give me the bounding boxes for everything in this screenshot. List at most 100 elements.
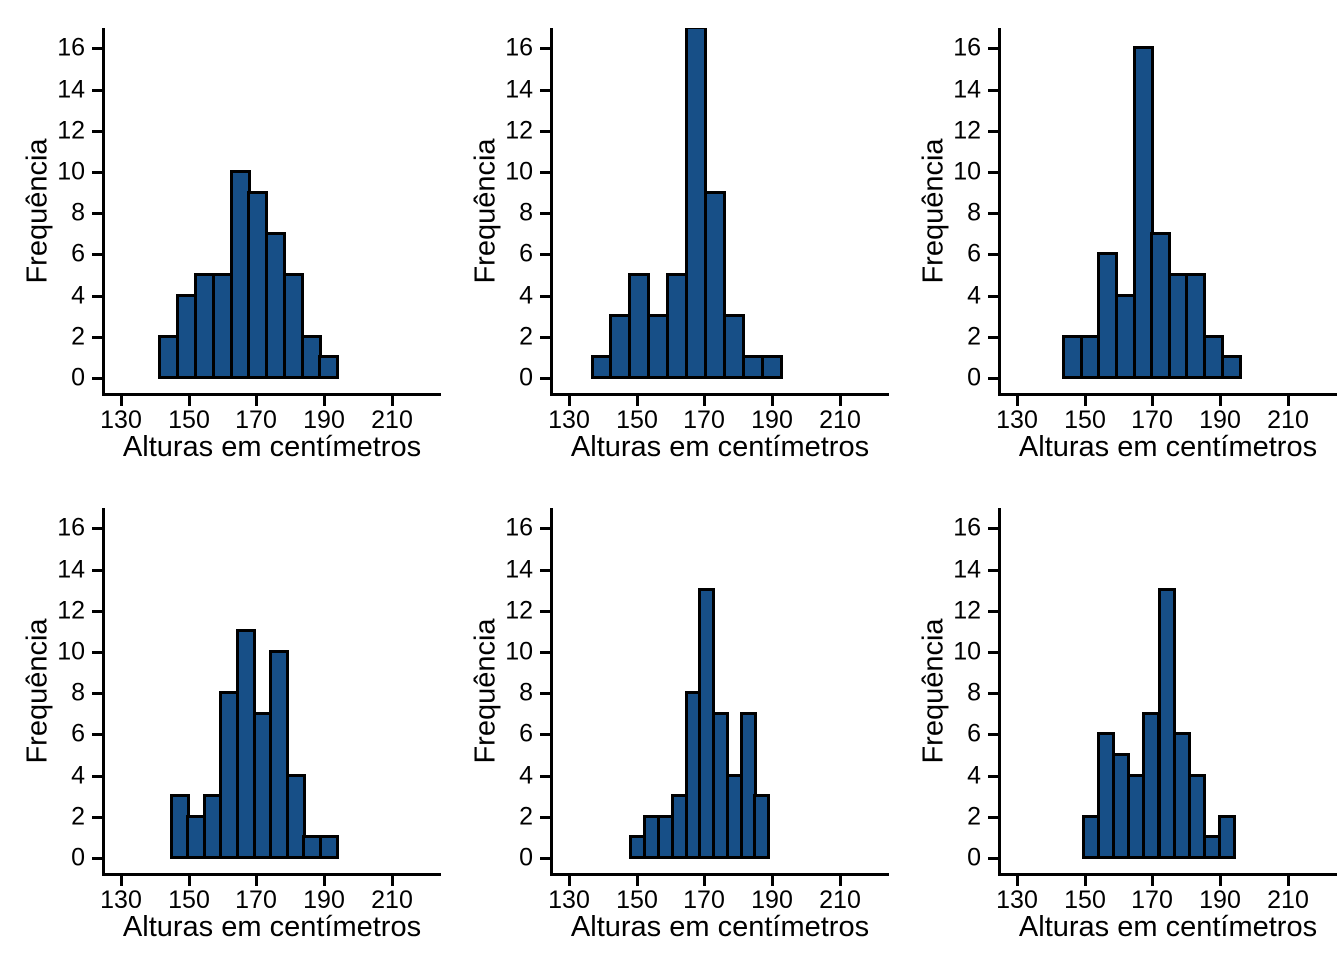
y-tick-mark bbox=[92, 253, 102, 256]
y-tick-mark bbox=[988, 89, 998, 92]
bars-layer bbox=[105, 508, 441, 873]
x-tick-mark bbox=[391, 876, 394, 886]
y-tick-mark bbox=[92, 89, 102, 92]
y-tick-label: 16 bbox=[57, 33, 85, 62]
histogram-bar bbox=[704, 191, 726, 379]
y-axis-title: Frequência bbox=[469, 618, 502, 764]
y-tick-mark bbox=[92, 171, 102, 174]
y-axis-line bbox=[102, 508, 105, 876]
y-tick-mark bbox=[540, 692, 550, 695]
y-tick-mark bbox=[540, 816, 550, 819]
y-tick-label: 14 bbox=[953, 555, 981, 584]
x-tick-mark bbox=[636, 396, 639, 406]
y-axis-line bbox=[550, 508, 553, 876]
y-tick-label: 10 bbox=[953, 637, 981, 666]
y-tick-mark bbox=[988, 775, 998, 778]
y-tick-label: 2 bbox=[967, 802, 981, 831]
x-tick-mark bbox=[1151, 396, 1154, 406]
x-axis-title: Alturas em centímetros bbox=[570, 911, 870, 943]
y-tick-mark bbox=[92, 857, 102, 860]
x-axis-line bbox=[550, 393, 889, 396]
bars-layer bbox=[1001, 28, 1337, 393]
y-tick-label: 0 bbox=[519, 843, 533, 872]
bars-layer bbox=[1001, 508, 1337, 873]
x-tick-label: 170 bbox=[235, 886, 277, 914]
y-tick-label: 2 bbox=[519, 802, 533, 831]
y-tick-label: 6 bbox=[519, 239, 533, 268]
x-tick-mark bbox=[568, 876, 571, 886]
bars-layer bbox=[105, 28, 441, 393]
x-tick-mark bbox=[839, 876, 842, 886]
y-tick-mark bbox=[92, 816, 102, 819]
y-tick-label: 10 bbox=[953, 157, 981, 186]
x-tick-mark bbox=[568, 396, 571, 406]
histogram-bar bbox=[1221, 355, 1242, 379]
x-tick-mark bbox=[771, 876, 774, 886]
x-tick-mark bbox=[703, 876, 706, 886]
y-tick-mark bbox=[92, 733, 102, 736]
y-tick-mark bbox=[540, 651, 550, 654]
y-tick-label: 12 bbox=[953, 116, 981, 145]
x-tick-label: 190 bbox=[303, 406, 345, 434]
y-axis-title: Frequência bbox=[917, 138, 950, 284]
x-tick-label: 150 bbox=[168, 406, 210, 434]
y-tick-mark bbox=[988, 47, 998, 50]
x-axis-title: Alturas em centímetros bbox=[570, 431, 870, 463]
x-tick-label: 130 bbox=[100, 886, 142, 914]
y-tick-mark bbox=[988, 212, 998, 215]
y-tick-label: 10 bbox=[505, 637, 533, 666]
y-tick-mark bbox=[988, 816, 998, 819]
x-tick-label: 130 bbox=[996, 406, 1038, 434]
histogram-panel-1: 130 150 170 190 210 0 2 4 6 8 10 12 14 16 Alturas em c… bbox=[0, 0, 448, 480]
x-tick-label: 130 bbox=[548, 406, 590, 434]
y-tick-label: 4 bbox=[967, 761, 981, 790]
histogram-panel-5: 130 150 170 190 210 0 2 4 6 8 10 12 14 16 Alturas em c… bbox=[448, 480, 896, 960]
y-tick-label: 2 bbox=[967, 322, 981, 351]
histogram-panel-4: 130 150 170 190 210 0 2 4 6 8 10 12 14 16 Alturas em c… bbox=[0, 480, 448, 960]
y-tick-mark bbox=[92, 377, 102, 380]
x-tick-mark bbox=[839, 396, 842, 406]
y-tick-mark bbox=[92, 527, 102, 530]
bars-layer bbox=[553, 508, 889, 873]
x-tick-label: 210 bbox=[371, 886, 413, 914]
y-tick-label: 2 bbox=[71, 322, 85, 351]
y-tick-mark bbox=[988, 527, 998, 530]
histogram-bar bbox=[761, 355, 783, 379]
x-axis-line bbox=[998, 873, 1337, 876]
y-tick-label: 12 bbox=[505, 116, 533, 145]
x-axis-title: Alturas em centímetros bbox=[122, 911, 422, 943]
y-tick-mark bbox=[988, 569, 998, 572]
y-axis-line bbox=[998, 28, 1001, 396]
x-axis-line bbox=[102, 393, 441, 396]
x-tick-label: 130 bbox=[996, 886, 1038, 914]
y-tick-mark bbox=[988, 692, 998, 695]
y-tick-mark bbox=[540, 253, 550, 256]
histogram-bar bbox=[318, 355, 339, 379]
y-tick-label: 6 bbox=[71, 239, 85, 268]
x-tick-mark bbox=[771, 396, 774, 406]
y-axis-line bbox=[998, 508, 1001, 876]
x-tick-label: 170 bbox=[235, 406, 277, 434]
x-tick-mark bbox=[255, 396, 258, 406]
histogram-bar bbox=[723, 314, 745, 379]
y-tick-label: 8 bbox=[71, 678, 85, 707]
y-tick-label: 8 bbox=[71, 198, 85, 227]
y-tick-mark bbox=[540, 336, 550, 339]
y-tick-label: 8 bbox=[519, 678, 533, 707]
y-tick-label: 6 bbox=[519, 719, 533, 748]
histogram-bar bbox=[1188, 774, 1206, 859]
y-tick-label: 14 bbox=[505, 555, 533, 584]
x-tick-mark bbox=[323, 396, 326, 406]
y-tick-mark bbox=[92, 47, 102, 50]
y-tick-mark bbox=[540, 857, 550, 860]
histogram-bar bbox=[1133, 46, 1154, 379]
x-tick-mark bbox=[703, 396, 706, 406]
x-axis-line bbox=[998, 393, 1337, 396]
y-tick-label: 8 bbox=[967, 678, 981, 707]
x-tick-mark bbox=[1287, 876, 1290, 886]
histogram-bar bbox=[283, 273, 304, 379]
y-tick-label: 4 bbox=[71, 761, 85, 790]
y-tick-label: 14 bbox=[953, 75, 981, 104]
y-tick-mark bbox=[540, 212, 550, 215]
